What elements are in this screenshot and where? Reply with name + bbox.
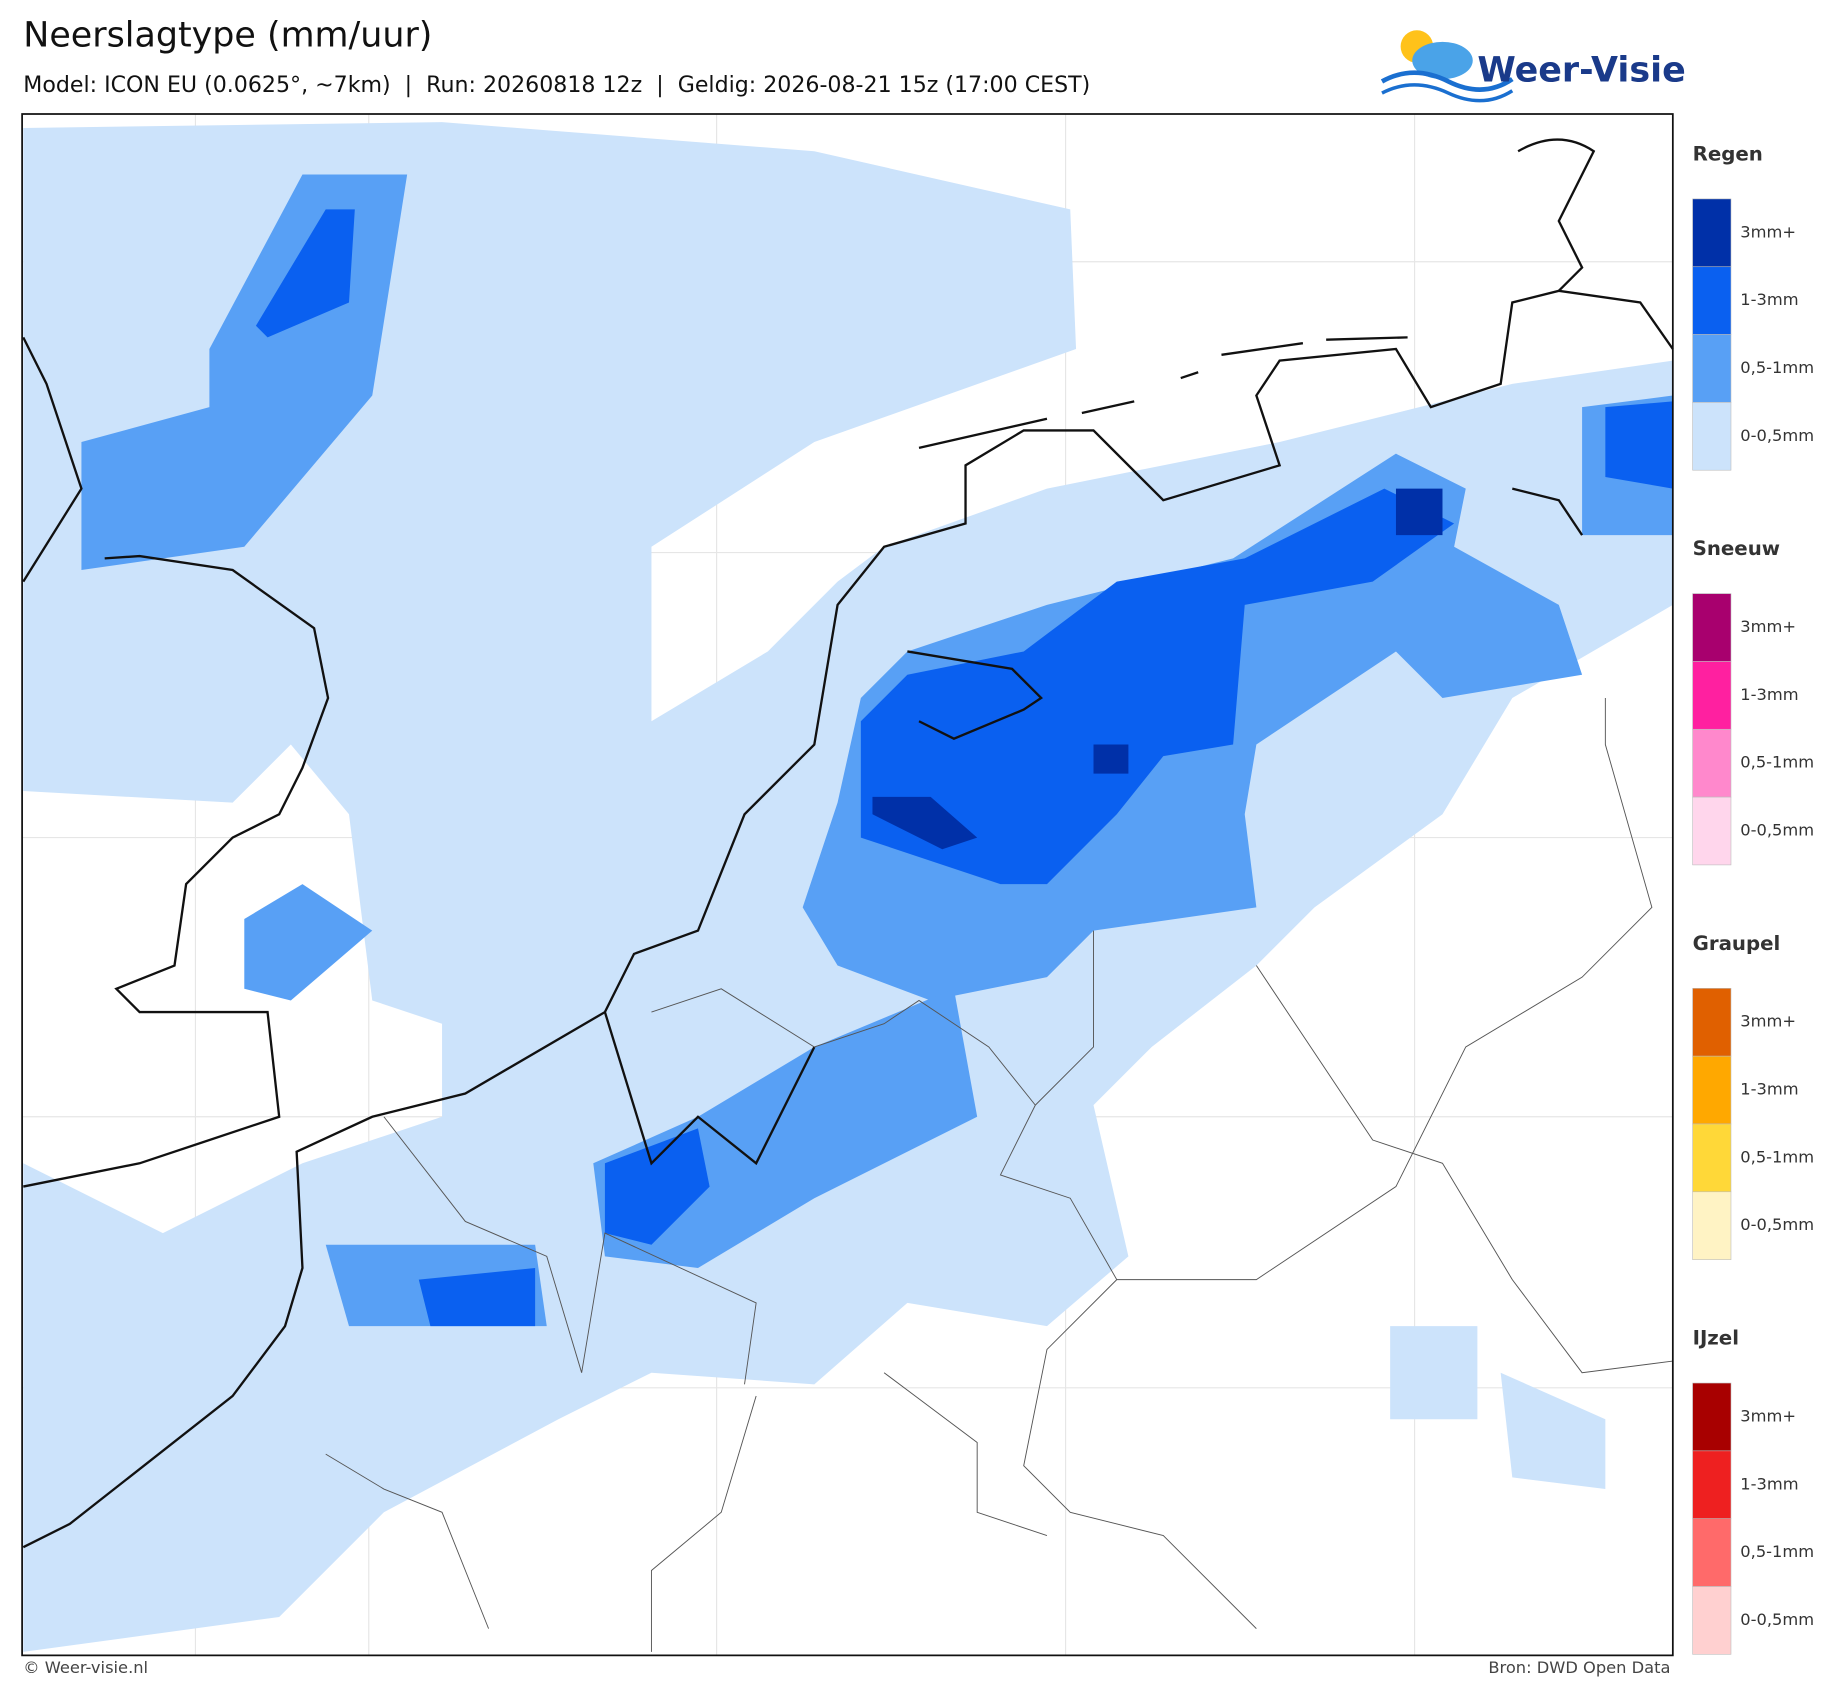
legend-swatch xyxy=(1692,402,1732,471)
legend-swatch xyxy=(1692,661,1732,730)
legend-label: 0-0,5mm xyxy=(1740,426,1814,445)
legend-swatch xyxy=(1692,1518,1732,1587)
source: Bron: DWD Open Data xyxy=(1488,1658,1670,1677)
legend-swatch xyxy=(1692,266,1732,335)
legend-label: 3mm+ xyxy=(1740,1012,1796,1031)
legend-swatch xyxy=(1692,1586,1732,1655)
logo-text: Weer-Visie xyxy=(1477,50,1685,90)
legend-swatch xyxy=(1692,1450,1732,1519)
legend-swatch xyxy=(1692,728,1732,798)
legend-label: 0-0,5mm xyxy=(1740,1610,1814,1629)
legend-label: 3mm+ xyxy=(1740,1406,1796,1425)
legend-label: 1-3mm xyxy=(1740,290,1798,309)
title: Neerslagtype (mm/uur) xyxy=(23,16,432,56)
legend-swatch xyxy=(1692,1055,1732,1125)
subtitle: Model: ICON EU (0.0625°, ~7km) | Run: 20… xyxy=(23,72,1090,98)
legend-label: 1-3mm xyxy=(1740,685,1798,704)
legend-heading: Regen xyxy=(1693,143,1763,166)
legend-heading: Sneeuw xyxy=(1693,537,1780,560)
legend-label: 1-3mm xyxy=(1740,1080,1798,1099)
legend-heading: IJzel xyxy=(1693,1327,1739,1350)
legend: Regen 3mm+ 1-3mm 0,5-1mm 0-0,5mm Sneeuw 3mm+ 1-… xyxy=(1692,143,1814,1655)
legend-label: 1-3mm xyxy=(1740,1474,1798,1493)
map xyxy=(21,113,1674,1657)
legend-label: 0-0,5mm xyxy=(1740,820,1814,839)
legend-swatch xyxy=(1692,1382,1732,1452)
legend-swatch xyxy=(1692,1123,1732,1193)
legend-label: 3mm+ xyxy=(1740,222,1796,241)
legend-label: 0,5-1mm xyxy=(1740,358,1814,377)
legend-heading: Graupel xyxy=(1693,932,1781,955)
copyright: © Weer-visie.nl xyxy=(23,1658,148,1677)
logo: Weer-Visie xyxy=(1380,30,1686,103)
legend-swatch xyxy=(1692,593,1732,662)
legend-label: 3mm+ xyxy=(1740,617,1796,636)
legend-swatch xyxy=(1692,796,1732,866)
legend-swatch xyxy=(1692,988,1732,1057)
legend-label: 0,5-1mm xyxy=(1740,1542,1814,1561)
legend-label: 0,5-1mm xyxy=(1740,753,1814,772)
legend-swatch xyxy=(1692,334,1732,403)
legend-label: 0-0,5mm xyxy=(1740,1215,1814,1234)
legend-label: 0,5-1mm xyxy=(1740,1147,1814,1166)
legend-swatch xyxy=(1692,1191,1732,1260)
legend-swatch xyxy=(1692,198,1732,268)
